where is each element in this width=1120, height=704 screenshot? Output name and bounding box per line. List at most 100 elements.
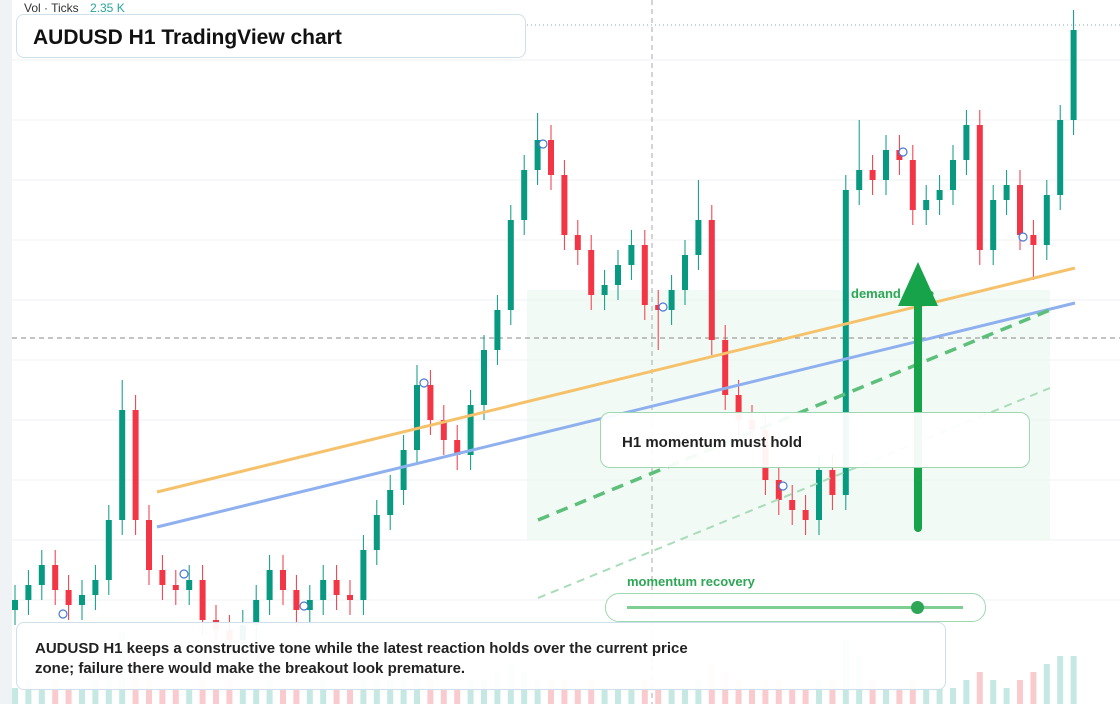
candle-body xyxy=(909,160,916,210)
candle-body xyxy=(641,245,648,305)
candle-body xyxy=(25,585,32,600)
candle-body xyxy=(1043,195,1050,245)
volume-bar xyxy=(146,680,152,704)
candle-body xyxy=(373,515,380,550)
candle-body xyxy=(842,190,849,495)
candle-body xyxy=(561,175,568,235)
candle-body xyxy=(494,310,501,350)
volume-bar xyxy=(802,688,809,704)
volume-bar xyxy=(12,688,18,704)
candle-body xyxy=(280,570,286,590)
volume-bar xyxy=(360,680,367,704)
volume-bar xyxy=(481,680,487,704)
candle-body xyxy=(802,510,809,520)
volume-bar xyxy=(65,688,72,704)
volume-bar xyxy=(1043,664,1050,704)
volume-bar xyxy=(1030,672,1037,704)
volume-bar xyxy=(615,688,621,704)
volume-bar xyxy=(186,688,193,704)
arrow-head xyxy=(898,262,938,306)
volume-bar xyxy=(963,680,970,704)
volume-bar xyxy=(735,680,742,704)
volume-bar xyxy=(695,680,702,704)
candle-body xyxy=(400,450,407,490)
volume-bar xyxy=(789,688,796,704)
volume-bar xyxy=(950,688,956,704)
candle-body xyxy=(1017,185,1023,235)
volume-bar xyxy=(923,688,930,704)
candle-body xyxy=(306,600,313,610)
candle-body xyxy=(347,595,353,600)
candle-body xyxy=(722,340,729,395)
volume-bar xyxy=(92,680,99,704)
candle-body xyxy=(507,220,514,310)
candle-body xyxy=(976,125,983,250)
volume-bar xyxy=(628,688,635,704)
volume-bar xyxy=(936,688,943,704)
volume-bar xyxy=(561,680,568,704)
candle-body xyxy=(132,410,139,520)
volume-bar xyxy=(293,688,300,704)
candle-body xyxy=(775,480,782,500)
candle-body xyxy=(293,590,300,610)
candle-body xyxy=(521,170,528,220)
candle-body xyxy=(1003,185,1010,200)
volume-bar xyxy=(976,672,983,704)
volume-bar xyxy=(320,680,327,704)
candle-body xyxy=(159,570,166,585)
candle-body xyxy=(52,565,59,590)
candle-body xyxy=(668,290,675,310)
candle-body xyxy=(12,600,18,610)
volume-bar xyxy=(454,688,461,704)
volume-bar xyxy=(387,680,394,704)
volume-bar xyxy=(534,680,541,704)
volume-bar xyxy=(896,688,903,704)
volume-bar xyxy=(1070,656,1077,704)
volume-bar xyxy=(588,680,595,704)
candle-body xyxy=(628,245,635,265)
volume-bar xyxy=(52,680,59,704)
candle-body xyxy=(481,350,487,405)
candle-body xyxy=(38,565,45,585)
candle-body xyxy=(735,395,742,420)
slider-label: momentum recovery xyxy=(627,574,756,589)
volume-bar xyxy=(883,688,889,704)
candle-body xyxy=(1070,30,1077,120)
candle-body xyxy=(990,200,997,250)
candle-body xyxy=(79,595,85,605)
candle-body xyxy=(253,600,260,625)
volume-bar xyxy=(1017,680,1023,704)
slider[interactable] xyxy=(605,593,986,622)
callout-text: H1 momentum must hold xyxy=(622,434,803,451)
candle-body xyxy=(682,255,688,290)
candle-body xyxy=(695,220,702,255)
volume-bar xyxy=(159,688,166,704)
candle-body xyxy=(601,285,608,295)
candle-body xyxy=(789,500,796,510)
vol-label: Vol · Ticks xyxy=(24,1,79,15)
candle-body xyxy=(923,200,930,210)
volume-bar xyxy=(253,688,260,704)
candle-body xyxy=(105,520,112,580)
volume-bar xyxy=(226,680,233,704)
candle-body xyxy=(936,190,943,200)
caption: AUDUSD H1 keeps a constructive tone whil… xyxy=(35,640,688,677)
candle-body xyxy=(1057,120,1064,195)
trend-line-green xyxy=(537,308,1051,522)
volume-bar xyxy=(655,688,662,704)
volume-bar xyxy=(749,688,755,704)
vol-value: 2.35 K xyxy=(90,1,125,15)
candle-body xyxy=(172,585,179,590)
caption-box: AUDUSD H1 keeps a constructive tone whil… xyxy=(16,622,946,690)
candle-body xyxy=(360,550,367,600)
volume-bar xyxy=(280,688,286,704)
volume-bar xyxy=(306,688,313,704)
candle-body xyxy=(856,170,863,190)
slider-thumb[interactable] xyxy=(911,601,924,614)
candle-body xyxy=(1030,235,1037,245)
volume-bar xyxy=(213,688,219,704)
candle-body xyxy=(119,410,126,520)
candle-body xyxy=(333,580,340,595)
candle-body xyxy=(467,405,474,455)
volume-bar xyxy=(816,680,822,704)
